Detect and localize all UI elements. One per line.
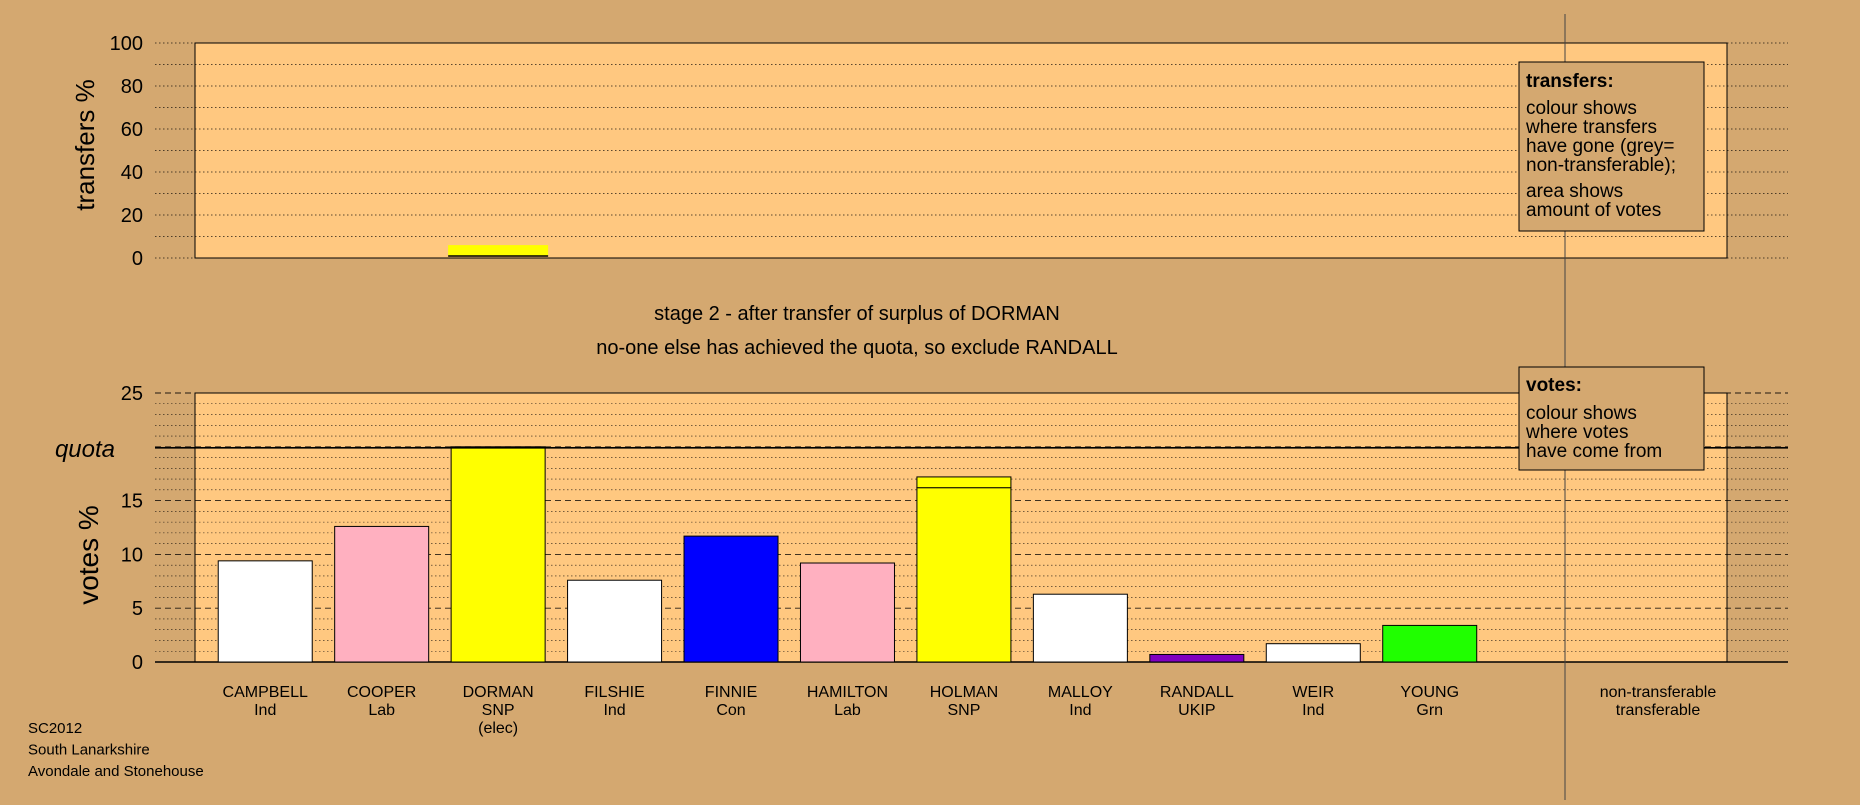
votes-y-ticks: 0 5 10 15 25 — [121, 383, 143, 674]
candidate-name: HAMILTON — [807, 684, 888, 701]
votes-y-axis-label: votes % — [73, 505, 104, 605]
footer-line: Avondale and Stonehouse — [28, 763, 204, 780]
transfers-gridlines — [155, 42, 1788, 259]
candidate-party: Ind — [1069, 702, 1091, 719]
votes-y-tick-label: 0 — [132, 652, 143, 674]
candidate-party: Con — [716, 702, 745, 719]
transfers-legend-line: colour shows — [1526, 98, 1637, 119]
votes-legend-box — [1518, 366, 1705, 471]
vote-bar-cooper — [334, 525, 430, 663]
transfers-y-tick-label: 0 — [132, 248, 143, 270]
votes-bars — [217, 446, 1478, 663]
transfers-legend-box — [1518, 61, 1705, 232]
footer-line: South Lanarkshire — [28, 742, 150, 759]
candidate-party: Lab — [834, 702, 861, 719]
transfers-plot-area — [194, 42, 1728, 259]
votes-y-tick-label: 5 — [132, 598, 143, 620]
votes-legend-line: have come from — [1526, 441, 1662, 462]
candidate-name: non-transferable — [1600, 684, 1717, 701]
candidate-name: CAMPBELL — [223, 684, 308, 701]
transfers-y-ticks: 0 20 40 60 80 100 — [110, 33, 143, 270]
transfers-y-tick-label: 100 — [110, 33, 143, 55]
vote-bar-weir — [1265, 643, 1361, 663]
stage-subtitle: no-one else has achieved the quota, so e… — [596, 337, 1117, 359]
candidate-party: Lab — [368, 702, 395, 719]
candidate-name: RANDALL — [1160, 684, 1234, 701]
candidate-name: MALLOY — [1048, 684, 1113, 701]
candidate-party: transferable — [1616, 702, 1701, 719]
votes-legend-line: where votes — [1525, 422, 1628, 443]
transfers-legend-line: where transfers — [1525, 117, 1657, 138]
footer: SC2012 South Lanarkshire Avondale and Ston… — [28, 720, 204, 780]
vote-bar-malloy — [1032, 593, 1128, 663]
transfers-legend-line: amount of votes — [1526, 200, 1661, 221]
transfers-y-axis-label: transfers % — [70, 79, 100, 211]
votes-y-tick-label: 15 — [121, 491, 143, 513]
candidate-name: YOUNG — [1400, 684, 1459, 701]
transfers-y-tick-label: 60 — [121, 119, 143, 141]
transfers-y-tick-label: 80 — [121, 76, 143, 98]
stage-title: stage 2 - after transfer of surplus of D… — [654, 303, 1060, 325]
transfers-bars — [448, 245, 549, 257]
candidate-name: HOLMAN — [930, 684, 998, 701]
candidate-name: COOPER — [347, 684, 416, 701]
transfers-legend-line: non-transferable); — [1526, 155, 1676, 176]
candidate-party: SNP — [947, 702, 980, 719]
transfer-bar-dorman — [448, 245, 549, 256]
vote-bar-randall — [1149, 653, 1245, 663]
quota-label: quota — [55, 436, 115, 463]
candidate-name: FINNIE — [705, 684, 757, 701]
candidate-party: UKIP — [1178, 702, 1215, 719]
candidate-name: WEIR — [1292, 684, 1334, 701]
candidate-name: FILSHIE — [584, 684, 644, 701]
vote-bar-young — [1382, 624, 1478, 663]
candidate-note: (elec) — [478, 720, 518, 737]
vote-bar-transfer-holman — [916, 476, 1012, 489]
vote-bar-hamilton — [799, 562, 895, 663]
transfers-panel: 0 20 40 60 80 100 transfers % — [70, 33, 1788, 270]
candidate-party: Ind — [603, 702, 625, 719]
votes-y-tick-label: 25 — [121, 383, 143, 405]
vote-bar-holman — [916, 487, 1012, 663]
candidate-party: Ind — [1302, 702, 1324, 719]
transfers-y-tick-label: 20 — [121, 205, 143, 227]
footer-line: SC2012 — [28, 720, 82, 737]
vote-bar-dorman — [450, 446, 546, 663]
candidate-labels: CAMPBELLIndCOOPERLabDORMANSNP(elec)FILSH… — [223, 684, 1717, 737]
candidate-party: Ind — [254, 702, 276, 719]
votes-y-tick-label: 10 — [121, 544, 143, 566]
transfers-legend-title: transfers: — [1526, 71, 1614, 92]
transfers-legend-line: area shows — [1526, 181, 1623, 202]
candidate-party: Grn — [1416, 702, 1443, 719]
votes-legend-title: votes: — [1526, 375, 1582, 396]
candidate-name: DORMAN — [463, 684, 534, 701]
transfers-legend-line: have gone (grey= — [1526, 136, 1674, 157]
vote-bar-filshie — [567, 579, 663, 663]
vote-bar-campbell — [217, 560, 313, 663]
transfers-y-tick-label: 40 — [121, 162, 143, 184]
vote-bar-finnie — [683, 535, 779, 663]
candidate-party: SNP — [482, 702, 515, 719]
votes-legend-line: colour shows — [1526, 403, 1637, 424]
